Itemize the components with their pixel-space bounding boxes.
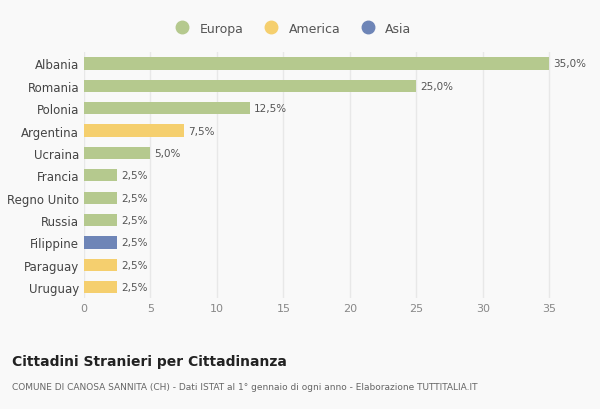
Text: 7,5%: 7,5% [188, 126, 214, 136]
Text: 12,5%: 12,5% [254, 104, 287, 114]
Text: 35,0%: 35,0% [553, 59, 586, 69]
Bar [84, 147, 151, 160]
Bar [84, 125, 184, 137]
Bar [84, 281, 117, 294]
Text: 25,0%: 25,0% [421, 82, 454, 92]
Text: 5,0%: 5,0% [154, 148, 181, 159]
Bar [84, 58, 550, 70]
Text: 2,5%: 2,5% [121, 171, 148, 181]
Bar [84, 192, 117, 204]
Bar [84, 237, 117, 249]
Bar [84, 259, 117, 271]
Text: 2,5%: 2,5% [121, 216, 148, 225]
Text: 2,5%: 2,5% [121, 283, 148, 292]
Legend: Europa, America, Asia: Europa, America, Asia [165, 18, 416, 40]
Bar [84, 81, 416, 93]
Bar [84, 170, 117, 182]
Text: COMUNE DI CANOSA SANNITA (CH) - Dati ISTAT al 1° gennaio di ogni anno - Elaboraz: COMUNE DI CANOSA SANNITA (CH) - Dati IST… [12, 382, 478, 391]
Text: Cittadini Stranieri per Cittadinanza: Cittadini Stranieri per Cittadinanza [12, 354, 287, 368]
Text: 2,5%: 2,5% [121, 260, 148, 270]
Bar [84, 214, 117, 227]
Text: 2,5%: 2,5% [121, 238, 148, 248]
Text: 2,5%: 2,5% [121, 193, 148, 203]
Bar [84, 103, 250, 115]
